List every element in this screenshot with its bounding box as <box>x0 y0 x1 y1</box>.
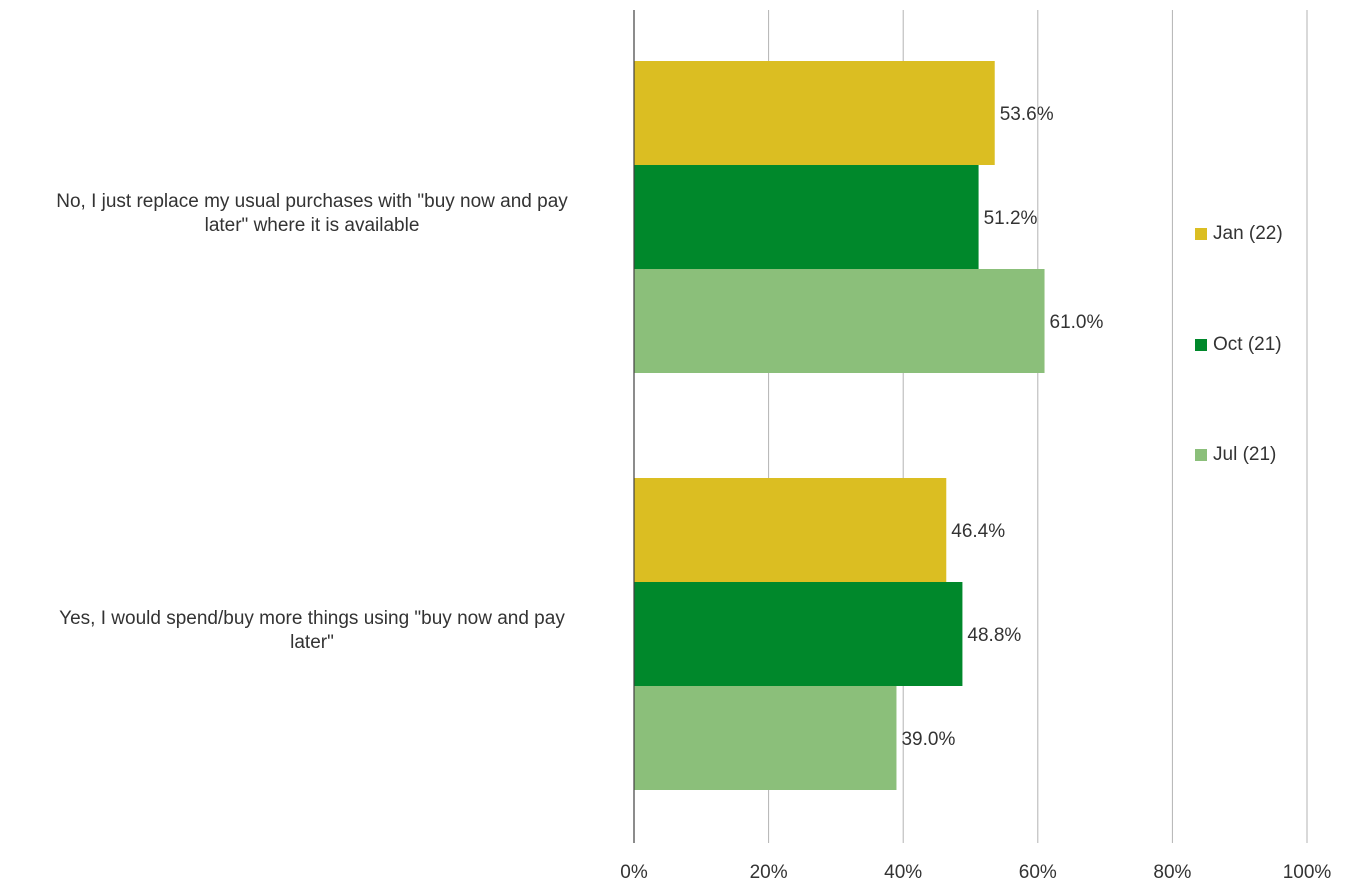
legend-label: Oct (21) <box>1213 334 1282 355</box>
x-tick-label: 100% <box>1283 862 1332 883</box>
data-label: 39.0% <box>901 729 955 750</box>
bar <box>634 582 963 686</box>
legend-swatch <box>1195 339 1207 351</box>
legend-item: Jul (21) <box>1195 443 1276 467</box>
bar <box>634 269 1045 373</box>
legend-swatch <box>1195 449 1207 461</box>
bar <box>634 165 979 269</box>
category-label: Yes, I would spend/buy more things using… <box>7 607 617 655</box>
x-axis-tick-labels: 0% 20% 40% 60% 80% 100% <box>620 862 1331 883</box>
category-label-line: later" <box>290 632 334 653</box>
legend-item: Jan (22) <box>1195 222 1283 246</box>
data-label: 61.0% <box>1050 312 1104 333</box>
bar <box>634 61 995 165</box>
x-tick-label: 20% <box>750 862 788 883</box>
data-label: 53.6% <box>1000 104 1054 125</box>
category-label: No, I just replace my usual purchases wi… <box>7 190 617 238</box>
value-labels: 53.6% 51.2% 61.0% 46.4% 48.8% 39.0% <box>901 104 1103 750</box>
data-label: 51.2% <box>984 208 1038 229</box>
category-label-line: No, I just replace my usual purchases wi… <box>56 191 568 212</box>
bar <box>634 478 947 582</box>
legend-label: Jul (21) <box>1213 444 1277 465</box>
legend-label: Jan (22) <box>1213 223 1283 244</box>
data-label: 48.8% <box>967 625 1021 646</box>
legend-item: Oct (21) <box>1195 333 1282 357</box>
data-label: 46.4% <box>951 521 1005 542</box>
x-tick-label: 60% <box>1019 862 1057 883</box>
x-tick-label: 0% <box>620 862 648 883</box>
bar <box>634 686 897 790</box>
x-tick-label: 40% <box>884 862 922 883</box>
legend-swatch <box>1195 228 1207 240</box>
x-tick-label: 80% <box>1153 862 1191 883</box>
bars <box>634 61 1045 790</box>
category-label-line: later" where it is available <box>204 215 420 236</box>
category-label-line: Yes, I would spend/buy more things using… <box>59 608 565 629</box>
